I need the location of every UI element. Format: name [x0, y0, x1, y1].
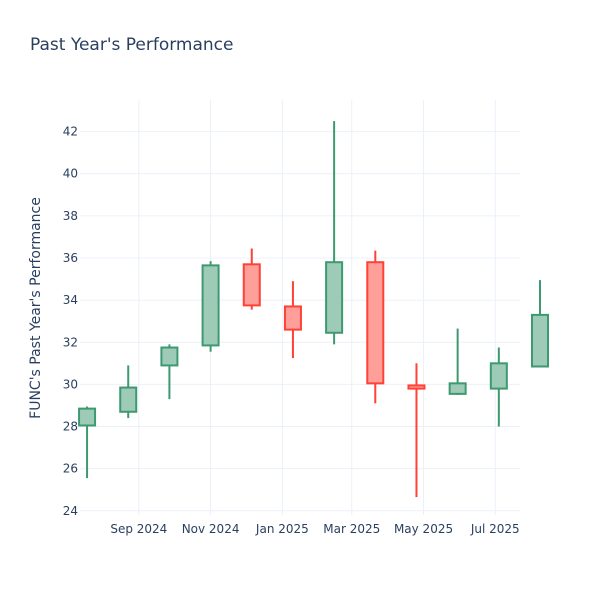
- candle-decreasing: [283, 281, 302, 359]
- candle-body: [119, 386, 138, 413]
- y-tick-label: 28: [63, 420, 78, 434]
- candles: [78, 121, 549, 498]
- x-tick-label: Sep 2024: [110, 522, 167, 536]
- chart-title: Past Year's Performance: [30, 35, 234, 55]
- x-tick-label: Jan 2025: [255, 522, 309, 536]
- x-tick-label: Nov 2024: [182, 522, 240, 536]
- candle-decreasing: [407, 363, 426, 498]
- candle-body: [160, 346, 179, 367]
- y-tick-label: 30: [63, 377, 78, 391]
- y-tick-label: 32: [63, 335, 78, 349]
- candle-decreasing: [242, 248, 261, 310]
- candle-body: [366, 261, 385, 385]
- candle-increasing: [201, 261, 220, 352]
- y-tick-label: 40: [63, 167, 78, 181]
- candle-increasing: [448, 328, 467, 395]
- candle-body: [201, 264, 220, 347]
- candle-body: [78, 407, 97, 427]
- y-tick-label: 42: [63, 125, 78, 139]
- candle-body: [448, 382, 467, 395]
- y-axis-ticks: 24 26 28 30 32 34 36 38 40 42: [63, 125, 78, 518]
- y-tick-label: 34: [63, 293, 78, 307]
- candle-increasing: [489, 347, 508, 427]
- candle-increasing: [119, 365, 138, 419]
- candle-body: [407, 384, 426, 390]
- candle-body: [283, 305, 302, 331]
- y-tick-label: 24: [63, 504, 78, 518]
- y-tick-label: 38: [63, 209, 78, 223]
- candle-decreasing: [366, 250, 385, 404]
- grid: [80, 100, 520, 515]
- candle-body: [489, 362, 508, 390]
- candle-increasing: [160, 344, 179, 400]
- x-tick-label: Mar 2025: [323, 522, 380, 536]
- x-tick-label: Jul 2025: [470, 522, 520, 536]
- candle-increasing: [325, 121, 344, 345]
- x-axis-ticks: Sep 2024 Nov 2024 Jan 2025 Mar 2025 May 2025…: [110, 522, 519, 536]
- candle-body: [531, 313, 549, 368]
- x-tick-label: May 2025: [394, 522, 453, 536]
- y-tick-label: 26: [63, 462, 78, 476]
- y-axis-title: FUNC's Past Year's Performance: [28, 197, 44, 419]
- candle-increasing: [78, 406, 97, 479]
- candle-increasing: [531, 280, 549, 368]
- candle-body: [325, 261, 344, 334]
- y-tick-label: 36: [63, 251, 78, 265]
- candle-body: [242, 263, 261, 307]
